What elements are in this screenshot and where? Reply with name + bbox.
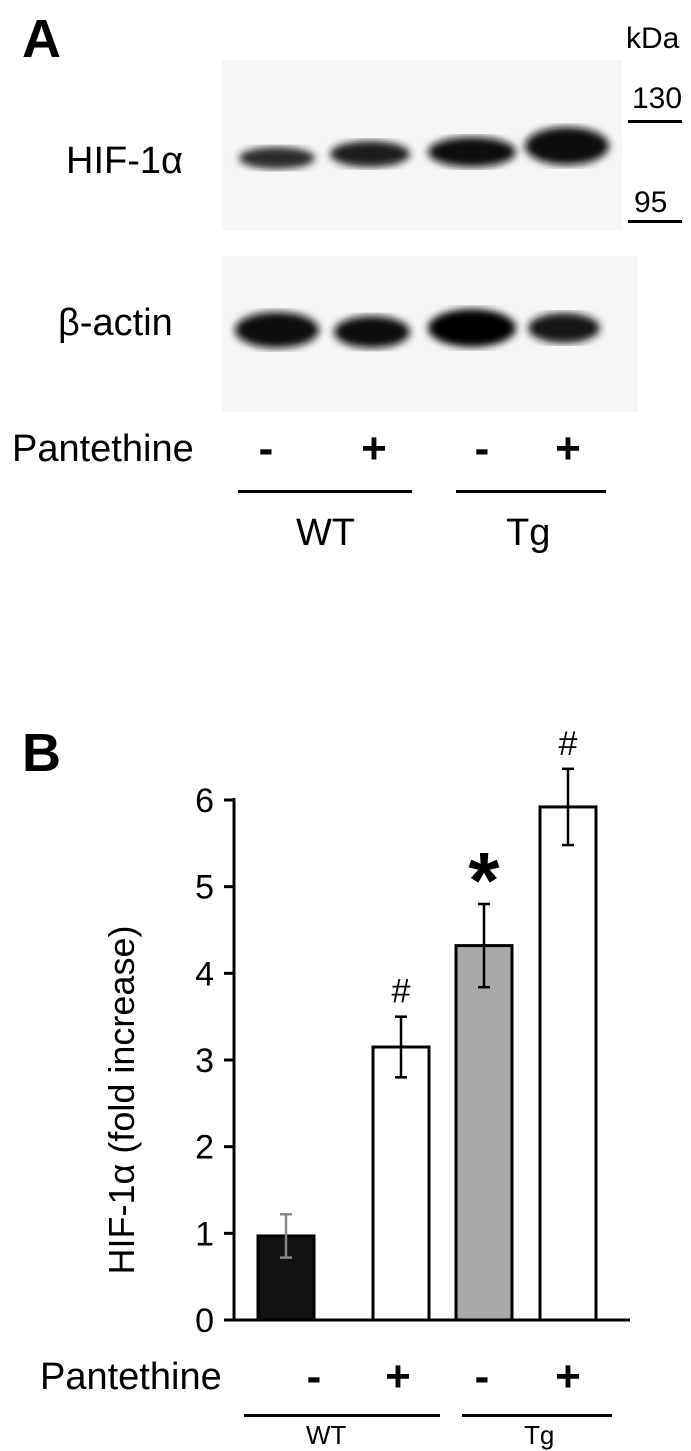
hif-band-3 <box>428 137 516 167</box>
panel-a-wt-bracket <box>238 490 412 493</box>
y-tick-label: 4 <box>195 955 214 993</box>
blot-row-label-hif: HIF-1α <box>66 140 183 182</box>
panel-b-label: B <box>22 723 61 783</box>
hif-band-4 <box>525 127 609 165</box>
annotations: # * # <box>392 725 578 1011</box>
y-tick-label: 6 <box>195 782 214 820</box>
actin-band-1 <box>235 312 319 348</box>
error-bars <box>280 767 574 1259</box>
marker-95-label: 95 <box>634 186 668 219</box>
y-tick-label: 2 <box>195 1129 214 1167</box>
marker-130-label: 130 <box>632 82 683 115</box>
y-tick-label: 0 <box>195 1302 214 1340</box>
panel-b-tg-label: Tg <box>524 1420 555 1450</box>
panel-b-treatment-label: Pantethine <box>40 1356 222 1398</box>
panel-a-treatment-label: Pantethine <box>12 428 194 470</box>
bars <box>256 805 598 1322</box>
actin-band-2 <box>334 316 410 348</box>
bar-chart: 0 1 2 3 4 5 6 # * # HIF-1α (fold increase) <box>101 725 630 1340</box>
actin-band-4 <box>528 313 600 343</box>
significance-asterisk: * <box>468 836 500 925</box>
panel-a-sign-3: - <box>474 424 490 473</box>
actin-blot <box>222 256 638 412</box>
panel-a-sign-1: - <box>258 424 274 473</box>
bar <box>454 944 514 1322</box>
panel-a-label: A <box>22 9 61 69</box>
panel-b-sign-3: - <box>474 1352 490 1401</box>
panel-b-wt-bracket <box>244 1414 440 1417</box>
hif-band-2 <box>330 141 410 167</box>
y-tick-label: 3 <box>195 1042 214 1080</box>
bar <box>371 1045 431 1322</box>
actin-blot-bands <box>235 309 600 348</box>
marker-130-line <box>628 120 682 123</box>
bar <box>538 805 598 1322</box>
panel-a-tg-bracket <box>456 490 606 493</box>
blot-row-label-actin: β-actin <box>58 302 173 344</box>
hif-band-1 <box>239 147 315 169</box>
hif-blot-bands <box>239 127 609 169</box>
marker-95-line <box>628 220 682 223</box>
y-ticks: 0 1 2 3 4 5 6 <box>195 782 234 1340</box>
hif-blot <box>222 60 622 230</box>
significance-hash: # <box>392 973 411 1011</box>
significance-hash: # <box>559 725 578 763</box>
y-tick-label: 5 <box>195 869 214 907</box>
panel-a-tg-label: Tg <box>506 512 551 554</box>
panel-b-sign-2: + <box>385 1352 411 1401</box>
y-tick-label: 1 <box>195 1215 214 1253</box>
panel-b-wt-label: WT <box>306 1420 347 1450</box>
y-axis-label: HIF-1α (fold increase) <box>101 926 142 1275</box>
panel-b-tg-bracket <box>462 1414 612 1417</box>
panel-a-wt-label: WT <box>296 512 356 554</box>
kda-unit-label: kDa <box>626 22 680 55</box>
panel-a-sign-2: + <box>361 424 387 473</box>
panel-b-sign-4: + <box>555 1352 581 1401</box>
panel-b-sign-1: - <box>306 1352 322 1401</box>
panel-a-sign-4: + <box>555 424 581 473</box>
actin-band-3 <box>428 309 516 347</box>
